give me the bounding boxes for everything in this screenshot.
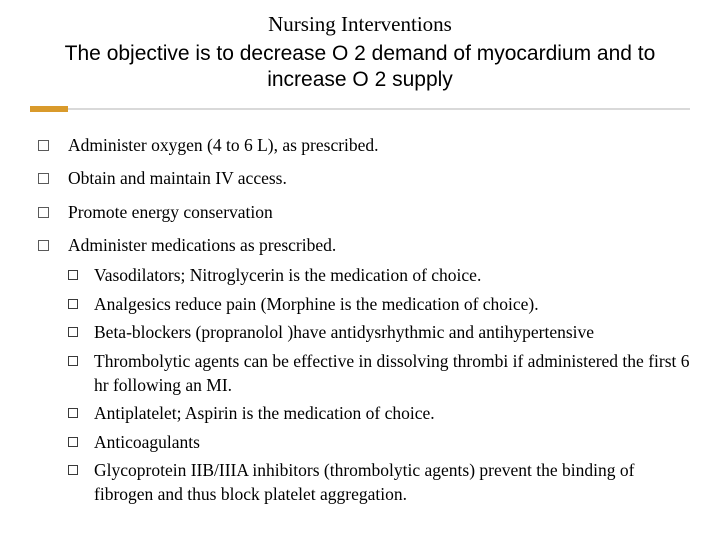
sub-list-item-text: Anticoagulants <box>94 432 200 452</box>
sub-list-item-text: Thrombolytic agents can be effective in … <box>94 351 690 395</box>
sub-list-item: Glycoprotein IIB/IIIA inhibitors (thromb… <box>68 459 690 506</box>
sub-list-item-text: Antiplatelet; Aspirin is the medication … <box>94 403 435 423</box>
sub-list-item: Beta-blockers (propranolol )have antidys… <box>68 321 690 345</box>
list-item: Obtain and maintain IV access. <box>30 167 690 191</box>
slide-subtitle: The objective is to decrease O 2 demand … <box>30 41 690 94</box>
divider-line <box>30 108 690 110</box>
sub-list-item: Analgesics reduce pain (Morphine is the … <box>68 293 690 317</box>
list-item-text: Obtain and maintain IV access. <box>68 168 287 188</box>
list-item: Administer oxygen (4 to 6 L), as prescri… <box>30 134 690 158</box>
list-item-text: Administer oxygen (4 to 6 L), as prescri… <box>68 135 379 155</box>
list-item: Administer medications as prescribed. Va… <box>30 234 690 506</box>
bullet-list: Administer oxygen (4 to 6 L), as prescri… <box>30 134 690 507</box>
divider-accent <box>30 106 68 112</box>
sub-list-item: Anticoagulants <box>68 431 690 455</box>
sub-list-item-text: Glycoprotein IIB/IIIA inhibitors (thromb… <box>94 460 634 504</box>
sub-list-item: Antiplatelet; Aspirin is the medication … <box>68 402 690 426</box>
slide-title: Nursing Interventions <box>30 12 690 37</box>
sub-list-item-text: Vasodilators; Nitroglycerin is the medic… <box>94 265 481 285</box>
sub-list-item-text: Analgesics reduce pain (Morphine is the … <box>94 294 539 314</box>
divider <box>30 106 690 112</box>
sub-list-item: Thrombolytic agents can be effective in … <box>68 350 690 397</box>
sub-list-item: Vasodilators; Nitroglycerin is the medic… <box>68 264 690 288</box>
list-item-text: Administer medications as prescribed. <box>68 235 336 255</box>
sub-list-item-text: Beta-blockers (propranolol )have antidys… <box>94 322 594 342</box>
slide: Nursing Interventions The objective is t… <box>0 0 720 540</box>
sub-bullet-list: Vasodilators; Nitroglycerin is the medic… <box>68 264 690 507</box>
list-item-text: Promote energy conservation <box>68 202 273 222</box>
list-item: Promote energy conservation <box>30 201 690 225</box>
